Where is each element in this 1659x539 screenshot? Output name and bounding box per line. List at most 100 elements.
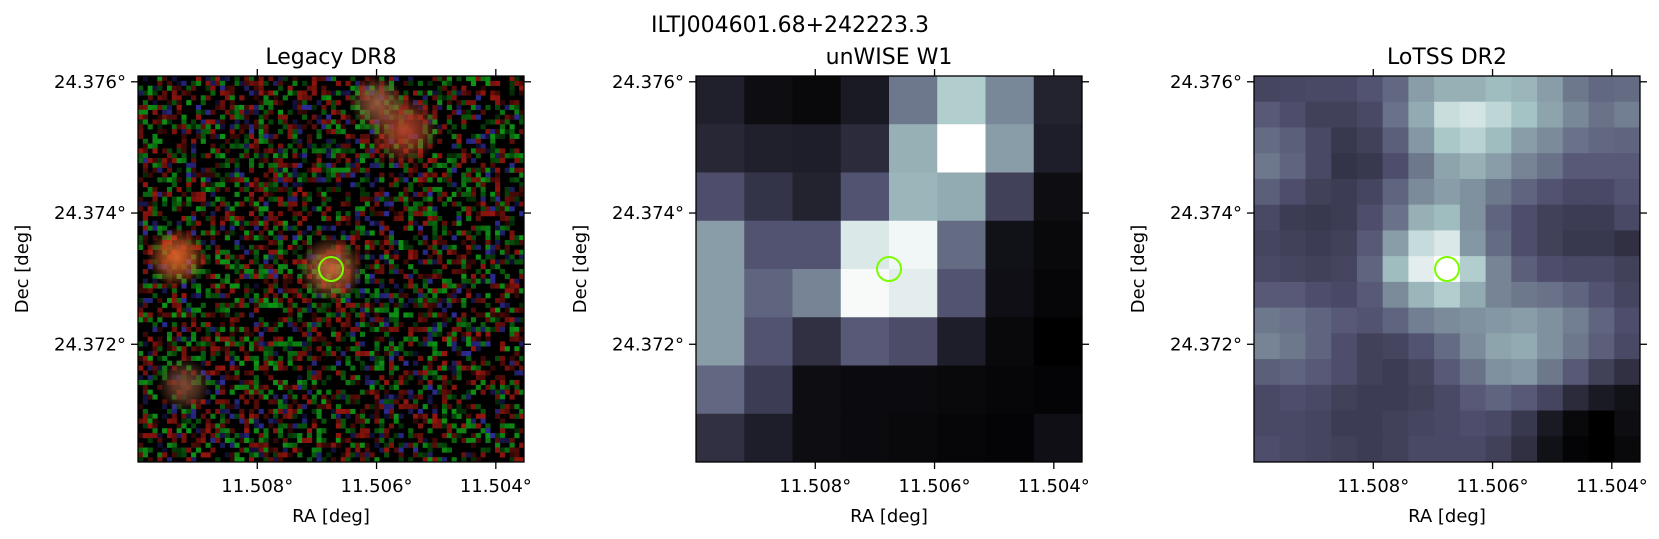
image-pixel (1588, 153, 1615, 180)
image-pixel (1511, 256, 1538, 283)
image-pixel (1537, 230, 1564, 257)
image-pixel (1459, 178, 1487, 206)
x-tick-label: 11.504° (460, 476, 532, 497)
image-pixel (1331, 307, 1358, 334)
image-pixel (1588, 256, 1615, 283)
y-tick-label: 24.376° (1170, 72, 1242, 93)
image-pixel (985, 317, 1035, 367)
legacy-image (138, 76, 524, 462)
image-pixel (1614, 204, 1640, 231)
image-pixel (1614, 436, 1640, 462)
image-pixel (1588, 76, 1615, 103)
image-pixel (1537, 384, 1564, 412)
image-pixel (1562, 307, 1590, 334)
image-pixel (1305, 281, 1332, 309)
image-pixel (696, 76, 745, 125)
unwise-image (696, 76, 1082, 462)
image-pixel (1485, 256, 1512, 283)
image-pixel (1588, 127, 1615, 154)
image-pixel (1382, 230, 1409, 257)
image-pixel (1511, 153, 1538, 180)
image-pixel (696, 317, 745, 367)
image-pixel (1562, 101, 1590, 129)
image-pixel (1305, 384, 1332, 412)
image-pixel (1331, 153, 1358, 180)
image-pixel (1485, 230, 1512, 257)
galaxy-source (350, 76, 405, 131)
image-pixel (1434, 127, 1461, 154)
image-pixel (1485, 384, 1512, 412)
image-pixel (1511, 436, 1538, 462)
x-tick-label: 11.508° (779, 476, 851, 497)
image-pixel (889, 317, 938, 367)
image-pixel (1408, 256, 1435, 283)
image-pixel (1459, 153, 1487, 180)
image-pixel (1254, 76, 1281, 103)
image-pixel (1511, 307, 1538, 334)
image-pixel (1614, 281, 1640, 309)
image-pixel (1356, 153, 1384, 180)
image-pixel (1305, 230, 1332, 257)
image-pixel (1537, 127, 1564, 154)
image-pixel (1511, 127, 1538, 154)
image-pixel (1408, 384, 1435, 412)
image-pixel (1511, 204, 1538, 231)
image-pixel (792, 365, 842, 415)
image-pixel (1537, 153, 1564, 180)
target-marker-circle (1434, 256, 1460, 282)
image-pixel (1033, 220, 1082, 270)
image-pixel (1382, 256, 1409, 283)
image-pixel (1331, 333, 1358, 360)
image-pixel (1537, 101, 1564, 129)
image-pixel (1434, 153, 1461, 180)
image-pixel (1562, 230, 1590, 257)
image-pixel (792, 269, 842, 318)
image-pixel (1279, 76, 1307, 103)
image-pixel (1614, 333, 1640, 360)
image-pixel (1254, 410, 1281, 437)
image-pixel (1254, 230, 1281, 257)
galaxy-source (146, 227, 207, 288)
x-tick-label: 11.508° (1337, 476, 1409, 497)
image-pixel (1254, 384, 1281, 412)
image-pixel (1356, 101, 1384, 129)
image-pixel (1614, 359, 1640, 386)
y-axis-label: Dec [deg] (12, 225, 33, 314)
image-pixel (1331, 281, 1358, 309)
y-axis-label: Dec [deg] (570, 225, 591, 314)
image-pixel (985, 172, 1035, 222)
image-pixel (1382, 410, 1409, 437)
image-pixel (696, 220, 745, 270)
image-pixel (1537, 281, 1564, 309)
image-pixel (1511, 178, 1538, 206)
image-pixel (1459, 333, 1487, 360)
image-pixel (1511, 333, 1538, 360)
image-pixel (1562, 76, 1590, 103)
image-pixel (792, 124, 842, 174)
image-pixel (1434, 333, 1461, 360)
image-pixel (1537, 307, 1564, 334)
image-pixel (840, 317, 890, 367)
image-pixel (1511, 384, 1538, 412)
x-tick-label: 11.506° (1457, 476, 1529, 497)
image-pixel (1485, 204, 1512, 231)
x-tick-label: 11.506° (899, 476, 971, 497)
image-pixel (1305, 359, 1332, 386)
panel-legacy: 11.508° 11.506° 11.504° 24.376° 24.374° 24.37… (12, 45, 532, 527)
image-pixel (1279, 359, 1307, 386)
image-pixel (1356, 178, 1384, 206)
image-pixel (1485, 153, 1512, 180)
image-pixel (1254, 436, 1281, 462)
image-pixel (1408, 333, 1435, 360)
image-pixel (985, 365, 1035, 415)
axes-frame (137, 75, 525, 463)
image-pixel (937, 172, 987, 222)
image-pixel (1588, 384, 1615, 412)
image-pixel (985, 124, 1035, 174)
image-pixel (1614, 307, 1640, 334)
image-pixel (1408, 281, 1435, 309)
image-pixel (1485, 281, 1512, 309)
image-pixel (1588, 307, 1615, 334)
image-pixel (1305, 178, 1332, 206)
image-pixel (1485, 333, 1512, 360)
